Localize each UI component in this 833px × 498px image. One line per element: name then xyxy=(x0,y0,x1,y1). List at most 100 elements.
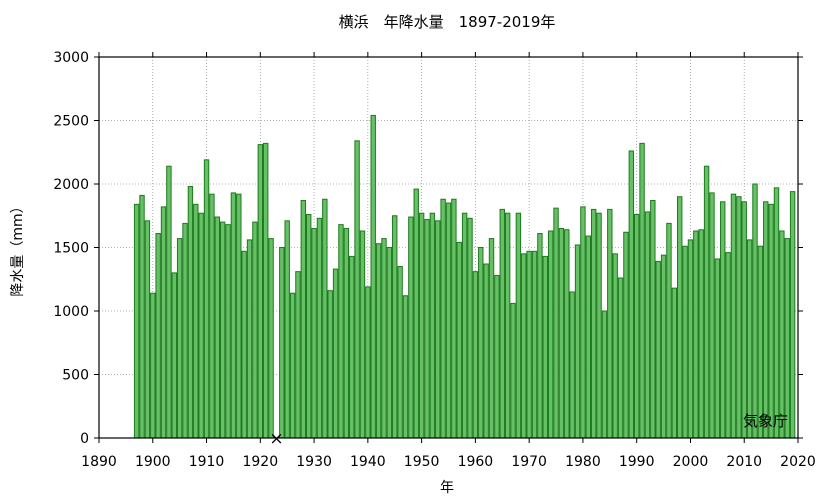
x-tick-label: 1950 xyxy=(404,454,440,470)
bar xyxy=(386,247,393,439)
bar xyxy=(359,230,366,439)
y-tick-label: 0 xyxy=(80,431,89,447)
bar xyxy=(289,292,296,439)
y-tick-label: 2500 xyxy=(53,114,89,130)
bar xyxy=(542,255,548,439)
bar xyxy=(461,212,468,439)
x-tick-label: 1930 xyxy=(296,454,332,470)
bar xyxy=(752,183,758,439)
bar xyxy=(714,258,721,439)
bar xyxy=(553,207,559,439)
bar xyxy=(617,277,624,439)
bar xyxy=(596,212,602,439)
bar xyxy=(531,250,538,439)
bar xyxy=(305,213,312,439)
bar xyxy=(558,227,565,439)
bar xyxy=(451,198,457,439)
bar xyxy=(607,208,613,439)
bar xyxy=(628,150,635,439)
bar xyxy=(214,216,220,439)
y-tick-label: 1500 xyxy=(53,241,89,257)
bar xyxy=(268,238,274,439)
bar xyxy=(730,193,737,439)
bar xyxy=(677,196,683,439)
bar xyxy=(418,212,425,439)
bar xyxy=(515,212,522,439)
bar xyxy=(408,216,414,439)
bar xyxy=(241,250,247,439)
bar xyxy=(488,238,495,439)
bar xyxy=(639,142,645,439)
bar xyxy=(435,220,441,439)
bar xyxy=(370,114,376,439)
bar xyxy=(230,192,237,439)
bar xyxy=(284,220,290,439)
bar xyxy=(763,201,769,439)
bar xyxy=(768,203,774,439)
bar xyxy=(693,230,699,439)
bar xyxy=(725,252,731,439)
bar xyxy=(300,200,307,439)
bar xyxy=(279,247,285,439)
bar xyxy=(644,211,651,439)
bar xyxy=(526,250,532,439)
bar xyxy=(478,247,484,439)
bar xyxy=(139,194,145,439)
bar xyxy=(160,206,167,439)
bar xyxy=(590,208,597,439)
bar xyxy=(392,215,398,439)
bar xyxy=(354,140,360,439)
x-tick-label: 1940 xyxy=(350,454,386,470)
x-tick-labels: 1890 1900 1910 1920 1930 1940 1950 1960 1970 1980… xyxy=(81,454,816,470)
bar xyxy=(236,193,242,439)
bar xyxy=(198,212,204,439)
axes xyxy=(94,52,803,443)
bar xyxy=(413,188,419,439)
bar xyxy=(445,202,452,439)
y-tick-label: 500 xyxy=(62,368,89,384)
bar xyxy=(262,142,269,439)
bar xyxy=(720,201,726,439)
bar xyxy=(703,165,710,439)
bar xyxy=(499,208,505,439)
x-tick-label: 2020 xyxy=(780,454,816,470)
bar xyxy=(381,238,387,439)
bar xyxy=(440,198,446,439)
x-tick-label: 1990 xyxy=(619,454,655,470)
bar xyxy=(225,224,231,439)
x-tick-label: 2010 xyxy=(726,454,762,470)
bar xyxy=(757,245,764,439)
bar xyxy=(547,230,554,439)
missing-markers: × xyxy=(269,429,283,449)
x-tick-label: 1960 xyxy=(458,454,494,470)
x-axis-label: 年 xyxy=(440,480,454,496)
bar xyxy=(171,272,177,439)
bar xyxy=(397,266,403,439)
bar xyxy=(219,221,226,439)
bar xyxy=(295,271,301,439)
bar xyxy=(779,230,785,439)
source-annotation: 気象庁 xyxy=(743,412,788,430)
bar xyxy=(322,198,328,439)
bar xyxy=(343,227,350,439)
bar xyxy=(257,144,264,439)
bar xyxy=(655,260,661,439)
bar xyxy=(187,186,194,439)
missing-year-marker: × xyxy=(269,429,283,449)
x-tick-label: 1970 xyxy=(511,454,547,470)
y-tick-labels: 0 500 1000 1500 2000 2500 3000 xyxy=(53,50,89,447)
y-tick-label: 1000 xyxy=(53,304,89,320)
bar xyxy=(709,192,715,439)
bar xyxy=(510,302,516,439)
bar xyxy=(580,206,586,439)
bar xyxy=(144,220,151,439)
bar xyxy=(687,239,694,439)
bar xyxy=(246,239,253,439)
bar xyxy=(472,271,479,439)
bar xyxy=(316,217,323,439)
x-tick-label: 1920 xyxy=(242,454,278,470)
y-tick-label: 3000 xyxy=(53,50,89,66)
bar xyxy=(569,291,575,439)
bar xyxy=(176,238,183,439)
